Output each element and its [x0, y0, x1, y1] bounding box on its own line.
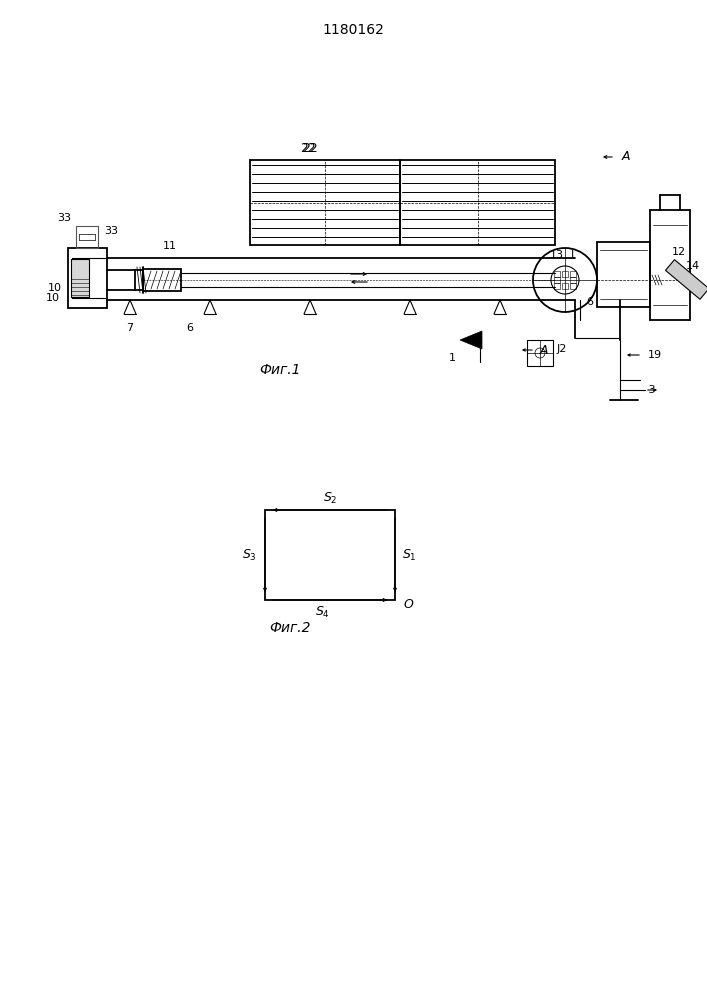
- Bar: [265, 510, 395, 600]
- Text: 6: 6: [187, 323, 194, 333]
- Text: $S_2$: $S_2$: [322, 490, 337, 506]
- Text: 19: 19: [648, 350, 662, 360]
- Text: Фиг.1: Фиг.1: [259, 363, 300, 377]
- Text: 33: 33: [57, 213, 71, 223]
- Bar: [562, 271, 568, 277]
- Polygon shape: [665, 260, 707, 299]
- Text: 22: 22: [302, 141, 318, 154]
- Text: O: O: [403, 597, 413, 610]
- Text: $S_3$: $S_3$: [242, 547, 257, 563]
- Text: 10: 10: [46, 293, 60, 303]
- Bar: [76, 226, 98, 248]
- Text: 22: 22: [300, 141, 316, 154]
- Bar: [527, 340, 553, 366]
- Bar: [650, 210, 690, 320]
- Text: 12: 12: [672, 247, 686, 257]
- Text: A: A: [540, 344, 549, 357]
- Text: 14: 14: [686, 261, 700, 271]
- Text: A: A: [622, 150, 631, 163]
- Text: $S_1$: $S_1$: [402, 547, 416, 563]
- Bar: [570, 277, 576, 283]
- Text: 33: 33: [104, 226, 118, 236]
- Text: 6: 6: [587, 297, 593, 307]
- Bar: [400, 160, 555, 245]
- Bar: [250, 160, 400, 245]
- Text: 13: 13: [550, 250, 564, 260]
- Text: 11: 11: [163, 241, 177, 251]
- Bar: [570, 283, 576, 289]
- Bar: [554, 283, 560, 289]
- Polygon shape: [460, 331, 482, 349]
- Bar: [570, 271, 576, 277]
- Bar: [68, 248, 107, 308]
- Text: 10: 10: [48, 283, 62, 293]
- Bar: [71, 259, 89, 297]
- Text: J2: J2: [557, 344, 568, 354]
- Bar: [597, 242, 650, 307]
- Text: 7: 7: [127, 323, 134, 333]
- Text: 1: 1: [448, 353, 455, 363]
- Bar: [562, 283, 568, 289]
- Bar: [554, 271, 560, 277]
- Text: $S_4$: $S_4$: [315, 604, 329, 620]
- Bar: [554, 277, 560, 283]
- Text: 1180162: 1180162: [322, 23, 384, 37]
- Text: 3: 3: [645, 385, 655, 395]
- Text: Фиг.2: Фиг.2: [269, 621, 311, 635]
- Text: I: I: [571, 250, 573, 260]
- Bar: [143, 269, 181, 291]
